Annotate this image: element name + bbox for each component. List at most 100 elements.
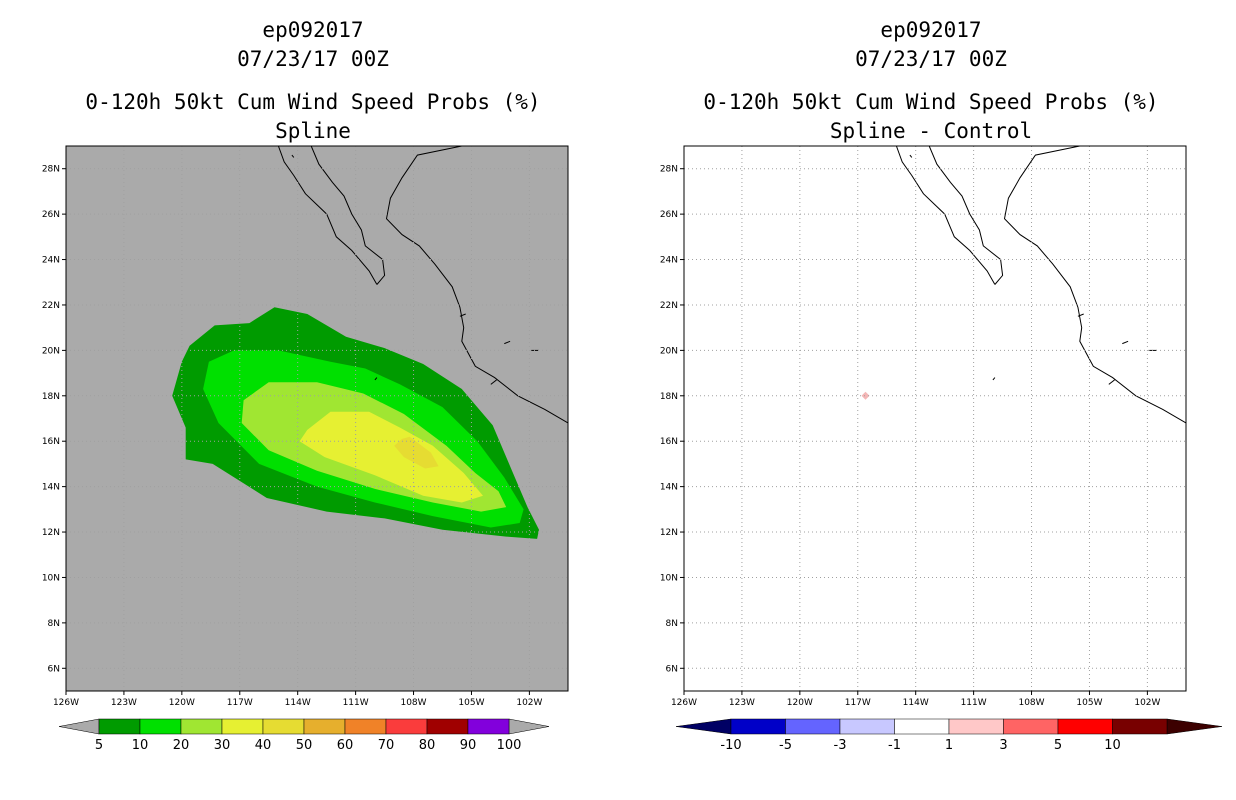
left-colorbar-swatch-2 — [180, 718, 223, 735]
right-xtick-label-111W: 111W — [961, 698, 987, 708]
right-ytick-label-22N: 22N — [660, 301, 678, 311]
left-ytick-label-10N: 10N — [42, 573, 60, 583]
left-xtick-label-120W: 120W — [169, 698, 195, 708]
left-coastline-2 — [385, 146, 568, 424]
right-map-panel: 126W 123W 120W 117W 114W 111W 108W 105W 102W 28N 2… — [660, 145, 1187, 708]
left-ytick-label-18N: 18N — [42, 392, 60, 402]
right-colorbar: -10 -5 -3 -1 1 3 5 10 — [675, 718, 1223, 753]
right-colorbar-left-arrow — [675, 718, 732, 735]
left-colorbar-swatch-0 — [98, 718, 141, 735]
left-xtick-label-111W: 111W — [343, 698, 369, 708]
right-ytick-label-26N: 26N — [660, 210, 678, 220]
right-ytick-label-14N: 14N — [660, 483, 678, 493]
left-island-3 — [504, 340, 511, 345]
left-colorbar-label-60: 60 — [337, 738, 354, 753]
left-ytick-label-8N: 8N — [48, 619, 60, 629]
right-xtick-label-108W: 108W — [1018, 698, 1044, 708]
right-xtick-label-105W: 105W — [1076, 698, 1102, 708]
right-xtick-label-126W: 126W — [671, 698, 697, 708]
right-colorbar-swatch-7 — [1112, 718, 1168, 735]
right-title-storm-id: ep092017 — [880, 18, 982, 42]
left-contour-40pct — [394, 436, 439, 469]
left-colorbar-label-50: 50 — [296, 738, 313, 753]
right-xtick-label-123W: 123W — [729, 698, 755, 708]
left-map-frame — [65, 145, 569, 692]
left-colorbar-label-70: 70 — [378, 738, 395, 753]
right-diff-marker — [861, 391, 870, 400]
left-ytick-label-16N: 16N — [42, 437, 60, 447]
left-colorbar-label-20: 20 — [173, 738, 190, 753]
left-ytick-label-22N: 22N — [42, 301, 60, 311]
left-colorbar-swatch-8 — [426, 718, 469, 735]
left-ytick-label-14N: 14N — [42, 483, 60, 493]
left-colorbar-swatch-5 — [303, 718, 346, 735]
right-map-content — [684, 146, 1186, 691]
right-ytick-label-24N: 24N — [660, 256, 678, 266]
right-colorbar-label-1: 1 — [945, 738, 953, 753]
left-xtick-label-108W: 108W — [400, 698, 426, 708]
left-colorbar: 5 10 20 30 40 50 60 70 80 90 100 — [58, 718, 550, 753]
right-map-frame — [683, 145, 1187, 692]
left-contour-30pct — [299, 411, 483, 503]
left-colorbar-swatch-7 — [385, 718, 428, 735]
right-colorbar-swatch-5 — [1003, 718, 1059, 735]
right-title-datetime: 07/23/17 00Z — [855, 47, 1007, 71]
left-colorbar-label-100: 100 — [497, 738, 522, 753]
right-xtick-label-114W: 114W — [903, 698, 929, 708]
right-colorbar-label--10: -10 — [720, 738, 741, 753]
right-xtick-label-117W: 117W — [845, 698, 871, 708]
right-xtick-label-102W: 102W — [1134, 698, 1160, 708]
left-xtick-label-126W: 126W — [53, 698, 79, 708]
right-coastline-1 — [928, 146, 1004, 285]
right-ytick-label-16N: 16N — [660, 437, 678, 447]
right-xtick-label-120W: 120W — [787, 698, 813, 708]
left-island-2 — [374, 377, 378, 381]
left-xtick-label-105W: 105W — [458, 698, 484, 708]
left-colorbar-right-arrow — [508, 718, 550, 735]
right-colorbar-label-3: 3 — [999, 738, 1007, 753]
left-ytick-label-12N: 12N — [42, 528, 60, 538]
left-title-product: 0-120h 50kt Cum Wind Speed Probs (%) — [85, 90, 541, 114]
right-title-product: 0-120h 50kt Cum Wind Speed Probs (%) — [703, 90, 1159, 114]
left-title-storm-id: ep092017 — [262, 18, 364, 42]
left-colorbar-label-30: 30 — [214, 738, 231, 753]
left-colorbar-label-80: 80 — [419, 738, 436, 753]
left-ytick-label-28N: 28N — [42, 165, 60, 175]
left-colorbar-label-40: 40 — [255, 738, 272, 753]
left-island-0 — [291, 154, 295, 158]
right-ytick-label-6N: 6N — [666, 664, 678, 674]
right-ytick-label-28N: 28N — [660, 165, 678, 175]
right-colorbar-swatch-4 — [948, 718, 1004, 735]
right-colorbar-swatch-0 — [730, 718, 786, 735]
right-title-method: Spline - Control — [829, 119, 1033, 143]
left-colorbar-left-arrow — [58, 718, 100, 735]
right-map-background — [684, 146, 1186, 691]
right-colorbar-swatch-3 — [894, 718, 950, 735]
right-colorbar-label--1: -1 — [888, 738, 901, 753]
left-island-5 — [490, 379, 497, 385]
left-title-datetime: 07/23/17 00Z — [237, 47, 389, 71]
right-coastline-2 — [1003, 146, 1186, 424]
left-ytick-label-6N: 6N — [48, 664, 60, 674]
right-island-1 — [1077, 313, 1084, 317]
right-colorbar-label--5: -5 — [779, 738, 792, 753]
left-ytick-label-24N: 24N — [42, 256, 60, 266]
right-colorbar-right-arrow — [1166, 718, 1223, 735]
left-colorbar-swatch-3 — [221, 718, 264, 735]
right-island-2 — [992, 377, 996, 381]
left-map-content — [66, 146, 568, 691]
left-colorbar-swatch-6 — [344, 718, 387, 735]
right-island-0 — [909, 154, 913, 158]
right-colorbar-swatch-2 — [839, 718, 895, 735]
right-colorbar-swatch-6 — [1057, 718, 1113, 735]
left-xtick-label-123W: 123W — [111, 698, 137, 708]
left-ytick-label-20N: 20N — [42, 346, 60, 356]
left-map-panel: 126W 123W 120W 117W 114W 111W 108W 105W 102W 28N 2… — [42, 145, 569, 708]
left-colorbar-label-10: 10 — [132, 738, 149, 753]
right-ytick-label-18N: 18N — [660, 392, 678, 402]
left-colorbar-swatch-4 — [262, 718, 305, 735]
left-island-1 — [459, 313, 466, 317]
right-ytick-label-12N: 12N — [660, 528, 678, 538]
left-coastline-1 — [310, 146, 386, 285]
